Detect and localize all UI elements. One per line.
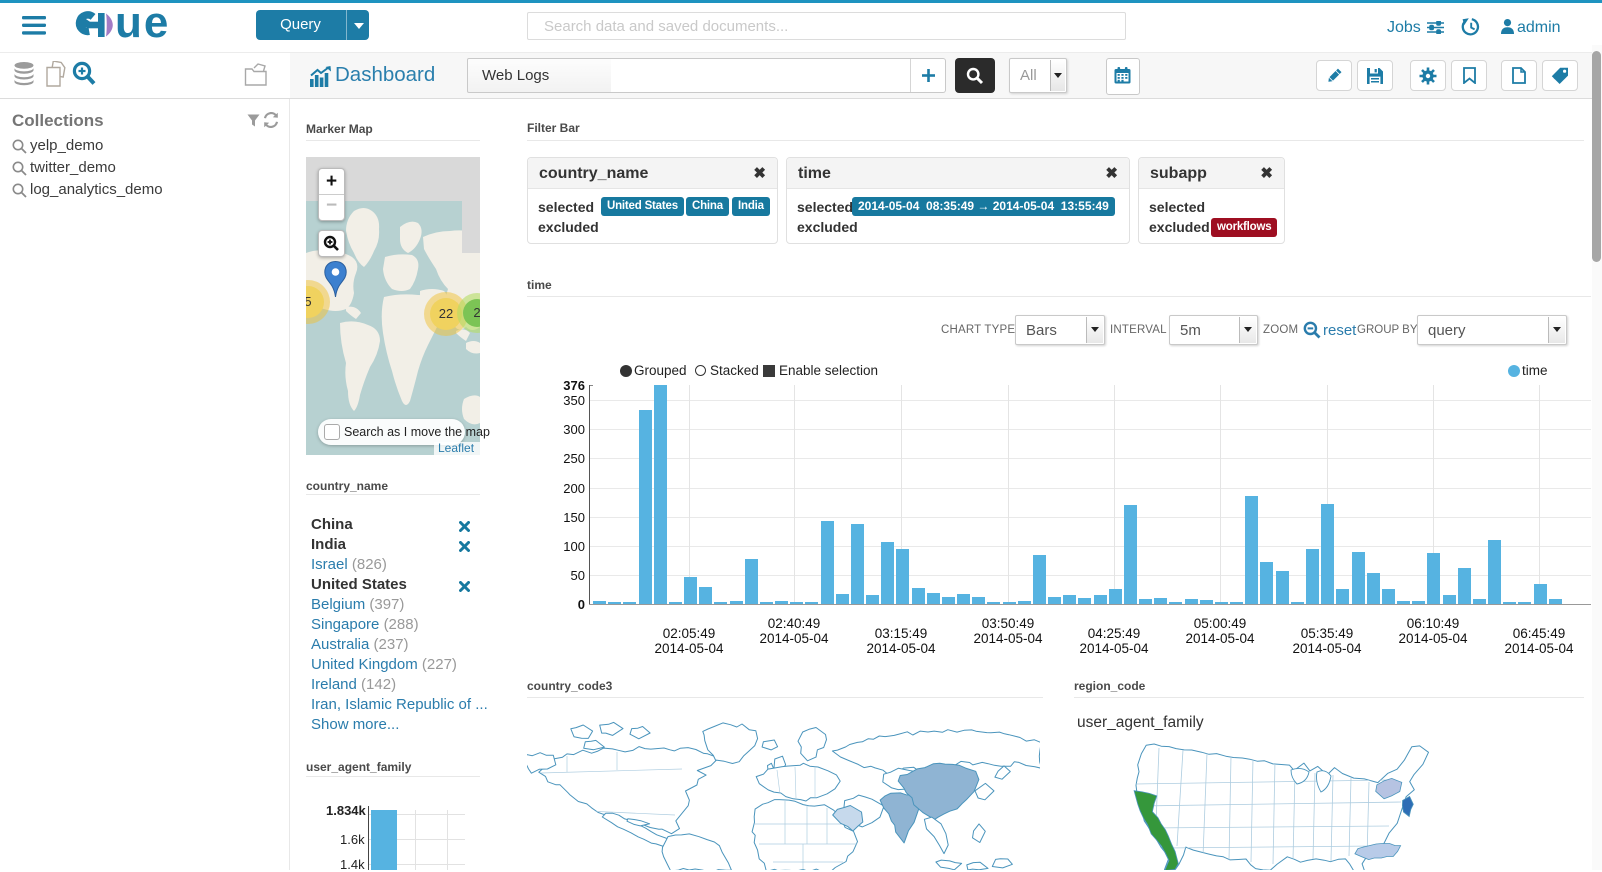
svg-text:ue: ue [115,0,170,47]
